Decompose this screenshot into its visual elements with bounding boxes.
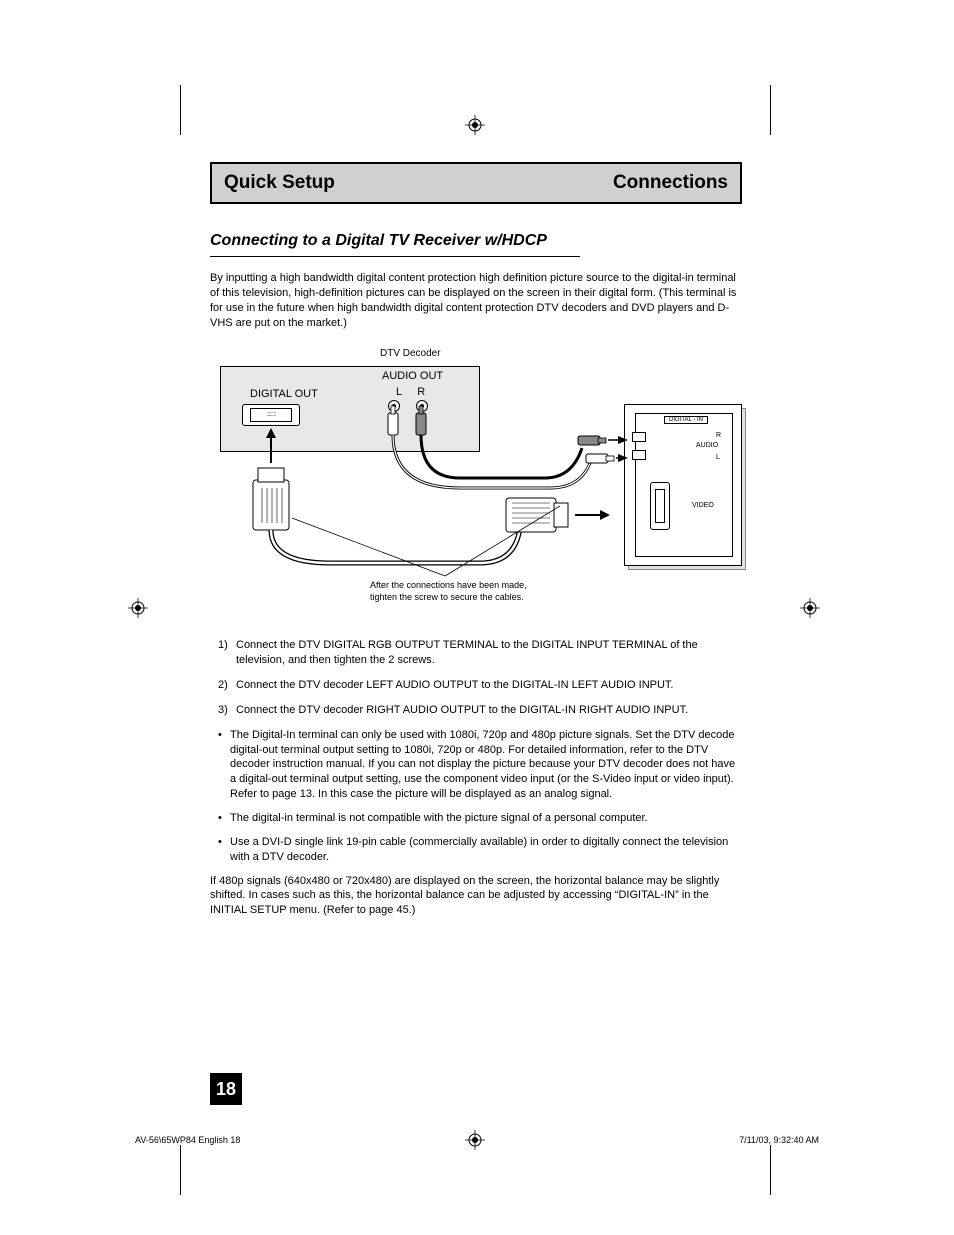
page-subtitle: Connecting to a Digital TV Receiver w/HD… [210,232,580,257]
bullet-mark: • [218,728,230,802]
tv-rca-icon [632,432,646,442]
footer-left: AV-56\65WP84 English 18 [135,1135,240,1145]
page-content: Quick Setup Connections Connecting to a … [210,162,742,918]
step-number: 2) [218,678,236,693]
connection-diagram: DTV Decoder DIGITAL OUT AUDIO OUT L R ::… [210,348,742,618]
tv-digital-in-label: DIGITAL - IN [664,416,708,424]
bullet-item: • Use a DVI-D single link 19-pin cable (… [210,835,742,865]
step-item: 1) Connect the DTV DIGITAL RGB OUTPUT TE… [210,638,742,668]
bullet-text: Use a DVI-D single link 19-pin cable (co… [230,835,742,865]
bullet-item: • The digital-in terminal is not compati… [210,811,742,826]
step-text: Connect the DTV decoder LEFT AUDIO OUTPU… [236,678,742,693]
crop-mark [770,85,771,135]
crop-mark [770,1145,771,1195]
step-number: 1) [218,638,236,668]
tv-rca-icon [632,450,646,460]
steps-list: 1) Connect the DTV DIGITAL RGB OUTPUT TE… [210,638,742,717]
diagram-caption: After the connections have been made, ti… [370,580,527,603]
digital-out-label: DIGITAL OUT [250,388,318,400]
caption-line-1: After the connections have been made, [370,580,527,590]
tv-dvi-port-icon [650,482,670,530]
registration-mark-icon [800,598,820,618]
dtv-decoder-label: DTV Decoder [380,348,441,359]
section-header: Quick Setup Connections [210,162,742,204]
bullet-list: • The Digital-In terminal can only be us… [210,728,742,865]
registration-mark-icon [465,1130,485,1150]
step-text: Connect the DTV DIGITAL RGB OUTPUT TERMI… [236,638,742,668]
tv-r-label: R [716,432,721,439]
caption-line-2: tighten the screw to secure the cables. [370,592,524,602]
registration-mark-icon [465,115,485,135]
tv-inner-panel: DIGITAL - IN R L AUDIO VIDEO [635,413,733,557]
dvi-port-icon: :::::::: [242,404,300,426]
bullet-mark: • [218,811,230,826]
step-text: Connect the DTV decoder RIGHT AUDIO OUTP… [236,703,742,718]
footer-right: 7/11/03, 9:32:40 AM [739,1135,819,1145]
intro-paragraph: By inputting a high bandwidth digital co… [210,271,742,330]
audio-out-label: AUDIO OUT [382,370,443,382]
bullet-item: • The Digital-In terminal can only be us… [210,728,742,802]
tv-audio-label: AUDIO [696,442,718,449]
step-number: 3) [218,703,236,718]
r-label: R [417,386,425,398]
lr-label: L R [390,386,431,398]
tv-l-label: L [716,454,720,461]
bullet-mark: • [218,835,230,865]
page-number: 18 [210,1073,242,1105]
step-item: 3) Connect the DTV decoder RIGHT AUDIO O… [210,703,742,718]
bullet-text: The Digital-In terminal can only be used… [230,728,742,802]
tv-input-panel: DIGITAL - IN R L AUDIO VIDEO [624,404,742,566]
step-item: 2) Connect the DTV decoder LEFT AUDIO OU… [210,678,742,693]
bullet-text: The digital-in terminal is not compatibl… [230,811,648,826]
l-label: L [396,386,402,398]
crop-mark [180,85,181,135]
header-right: Connections [613,172,728,194]
crop-mark [180,1145,181,1195]
final-paragraph: If 480p signals (640x480 or 720x480) are… [210,874,742,919]
tv-video-label: VIDEO [692,502,714,509]
header-left: Quick Setup [224,172,335,194]
registration-mark-icon [128,598,148,618]
